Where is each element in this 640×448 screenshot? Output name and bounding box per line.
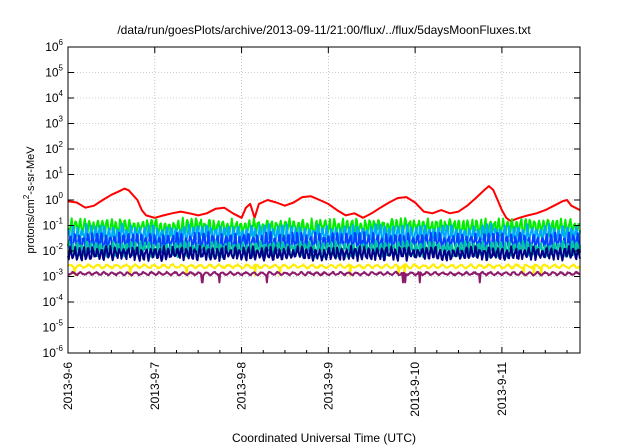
y-tick-exp: 1 — [59, 166, 64, 175]
y-axis-label-rest: -s-sr-MeV — [25, 146, 37, 195]
y-tick-label: 100 — [45, 191, 63, 207]
y-tick-label: 10-5 — [43, 319, 64, 335]
grid — [68, 46, 580, 354]
y-axis: 10610510410310210110010-110-210-310-410-… — [43, 38, 580, 360]
y-tick-base: 10 — [45, 168, 59, 182]
y-tick-exp: -3 — [56, 268, 64, 277]
y-tick-label: 106 — [45, 38, 63, 54]
y-tick-label: 10-1 — [43, 217, 64, 233]
x-tick-label: 2013-9-8 — [235, 362, 249, 410]
y-tick-base: 10 — [43, 346, 57, 360]
y-tick-base: 10 — [43, 295, 57, 309]
y-tick-base: 10 — [45, 91, 59, 105]
y-tick-label: 10-6 — [43, 344, 64, 360]
y-tick-label: 10-4 — [43, 293, 64, 309]
y-tick-exp: -1 — [56, 217, 64, 226]
y-tick-label: 102 — [45, 140, 63, 156]
series-line-8 — [67, 270, 581, 284]
x-axis: 2013-9-6 2013-9-7 2013-9-8 2013-9-9 2013-9-1… — [61, 47, 568, 417]
x-tick-label: 2013-9-10 — [408, 362, 422, 417]
y-tick-base: 10 — [45, 193, 59, 207]
y-tick-exp: -6 — [56, 344, 64, 353]
y-tick-base: 10 — [43, 270, 57, 284]
y-axis-label-main: protons/cm — [25, 199, 37, 253]
y-tick-base: 10 — [43, 321, 57, 335]
y-tick-base: 10 — [43, 219, 57, 233]
series-line-1 — [67, 185, 581, 222]
y-tick-label: 105 — [45, 64, 63, 80]
y-tick-label: 10-2 — [43, 242, 64, 258]
y-tick-exp: -4 — [56, 293, 64, 302]
series-line-3 — [67, 222, 581, 246]
y-axis-label-sup: 2 — [22, 194, 31, 199]
series-line-6 — [67, 245, 581, 262]
y-tick-base: 10 — [43, 244, 57, 258]
y-tick-base: 10 — [45, 40, 59, 54]
y-tick-exp: 4 — [59, 89, 64, 98]
series-line-7 — [67, 263, 581, 277]
x-tick-label: 2013-9-11 — [495, 362, 509, 416]
y-tick-label: 104 — [45, 89, 63, 105]
y-tick-label: 101 — [45, 166, 63, 182]
y-tick-exp: 0 — [59, 191, 64, 200]
x-tick-label: 2013-9-9 — [321, 362, 335, 410]
y-tick-exp: 5 — [59, 64, 64, 73]
x-axis-label: Coordinated Universal Time (UTC) — [232, 431, 416, 445]
y-tick-label: 10-3 — [43, 268, 64, 284]
y-tick-base: 10 — [45, 117, 59, 131]
y-tick-label: 103 — [45, 115, 63, 131]
y-tick-exp: -5 — [56, 319, 64, 328]
y-tick-exp: 6 — [59, 38, 64, 47]
y-tick-exp: 3 — [59, 115, 64, 124]
y-tick-base: 10 — [45, 66, 59, 80]
y-tick-exp: -2 — [56, 242, 64, 251]
y-axis-label: protons/cm2-s-sr-MeV — [22, 146, 37, 254]
y-tick-base: 10 — [45, 142, 59, 156]
chart-title: /data/run/goesPlots/archive/2013-09-11/2… — [117, 23, 531, 37]
y-tick-exp: 2 — [59, 140, 64, 149]
x-tick-label: 2013-9-7 — [148, 362, 162, 410]
series-group — [67, 185, 581, 284]
x-tick-label: 2013-9-6 — [61, 362, 75, 410]
